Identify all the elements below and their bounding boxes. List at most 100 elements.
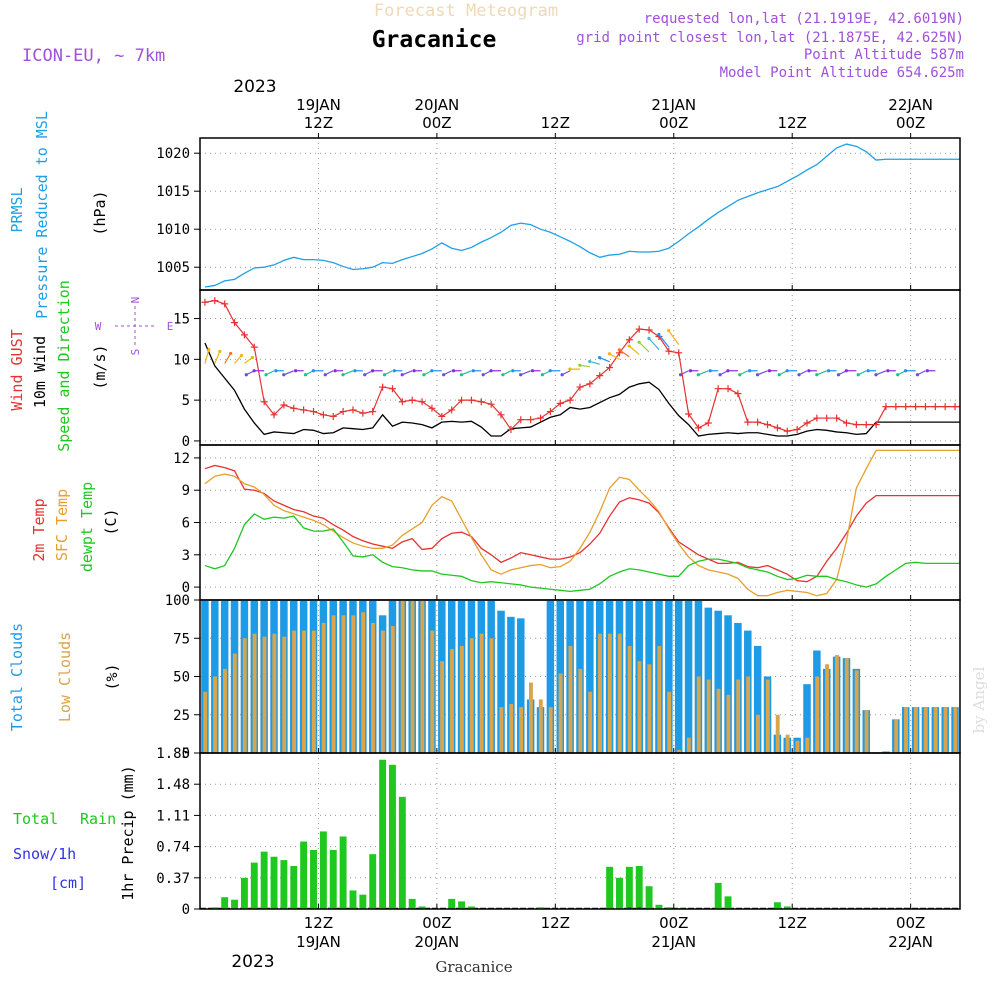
rain-bar [783,906,791,909]
wind-panel: 0 5 10 15 [173,289,961,450]
low-clouds-bar [341,615,346,753]
low-clouds-bar [716,688,721,753]
gust-marker [694,424,702,432]
gust-marker [250,343,258,351]
wind-direction-arrow [816,370,827,376]
gust-marker [931,403,939,411]
bottom-time-label-4: 12Z [778,914,807,932]
low-clouds-bar [913,707,918,753]
gust-marker [852,421,860,429]
temp-unit-label: (C) [102,508,120,535]
wind-direction-head [866,369,870,373]
top-year: 2023 [233,77,276,97]
rain-bar [606,866,614,909]
low-clouds-bar [272,633,277,753]
sfc-temp-label: SFC Temp [53,489,71,561]
gust-marker [398,398,406,406]
wind-direction-head [530,369,535,373]
gust-marker [586,380,594,388]
rain-bar [665,907,673,909]
low-clouds-bar [499,707,504,753]
wind-direction-arrow [214,351,221,364]
low-clouds-bar [223,668,227,753]
wind-direction-head [501,373,505,377]
wind-direction-head [400,373,404,377]
precip-frame [199,752,961,910]
low-clouds-bar [607,633,612,753]
precip-ytick-label-1: 0.37 [156,871,190,887]
gust-marker [349,406,357,414]
wind-direction-arrow [234,355,242,364]
low-clouds-bar [746,676,751,753]
bottom-date-label-5: 22JAN [888,933,933,951]
low-clouds-bar [726,694,731,753]
rain-bar [458,901,466,909]
wind-direction-head [678,373,683,377]
low-clouds-bar [213,676,218,753]
gust-marker [596,372,604,380]
gust-marker [724,385,732,393]
wind-direction-head [836,373,841,377]
rain-bar [221,897,229,909]
gust-marker [418,398,426,406]
gust-marker [744,418,752,426]
pressure-msl-label: Pressure Reduced to MSL [33,111,51,319]
wind-direction-arrow [589,360,600,365]
bottom-time-label-3: 00Z [659,914,688,932]
temp-plot-area [204,449,960,597]
low-clouds-bar [232,653,237,753]
wind-direction-head [218,349,222,354]
wind-direction-head [382,373,387,377]
low-clouds-bar [361,612,366,753]
gust-marker [487,400,495,408]
wind-direction-head [363,373,367,377]
wind-direction-head [767,369,772,373]
low-clouds-bar [854,670,859,753]
wind-direction-arrow [619,349,630,358]
low-clouds-bar [203,691,208,753]
compass-west: W [95,320,102,333]
low-clouds-bar [519,707,524,753]
precip-ytick-label-4: 1.48 [156,777,190,793]
low-clouds-bar [785,734,790,753]
low-clouds-bar [617,633,622,753]
wind-direction-arrow [658,334,670,348]
rain-bar [625,866,633,909]
wind-direction-head [748,369,752,373]
gust-marker [497,411,505,419]
wind-direction-head [264,373,268,377]
wind-direction-arrow [283,370,294,376]
low-clouds-bar [756,714,760,753]
low-clouds-bar [282,636,287,753]
bottom-time-label-5: 00Z [896,914,925,932]
wind-direction-head [540,373,544,377]
wind-ytick-label-0: 0 [182,434,190,450]
precip-ytick-label-3: 1.11 [156,808,190,824]
low-clouds-bar [430,630,435,753]
wind-direction-head [886,369,890,373]
gust-marker [704,419,712,427]
rain-bar [319,831,327,909]
low-clouds-bar [647,664,652,753]
dewpt-temp-label: dewpt Temp [78,482,96,572]
location-title: Gracanice [372,27,497,53]
wind-direction-head [896,373,900,377]
wind-direction-head [412,369,416,373]
total-clouds-bar [497,610,505,753]
wind-direction-arrow [698,370,709,376]
snow-bar [627,907,632,909]
temp-2m-label: 2m Temp [30,498,48,561]
wind-direction-head [422,373,426,377]
gust-marker [428,404,436,412]
wind-direction-arrow [628,345,640,355]
meteogram-subtitle: Forecast Meteogram [374,1,558,21]
footer-location: Gracanice [435,958,512,976]
gust-marker [793,426,801,433]
gust-marker [566,396,574,404]
gust-marker [625,336,633,344]
low-clouds-bar [548,707,553,753]
gust-marker [290,404,298,412]
clouds-ytick-label-4: 100 [165,593,190,609]
total-clouds-label: Total Clouds [8,623,26,731]
wind-direction-head [755,373,760,377]
